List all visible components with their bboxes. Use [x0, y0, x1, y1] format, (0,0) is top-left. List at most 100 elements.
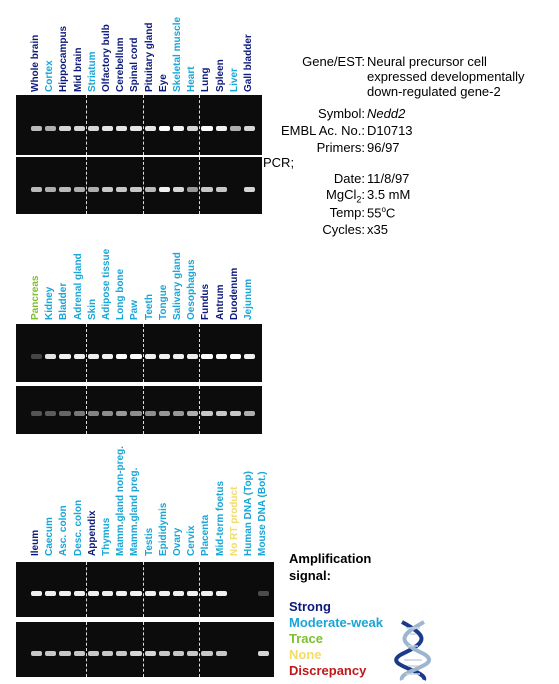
gel-band [102, 126, 114, 131]
lane-label: Heart [186, 66, 198, 92]
lane-label: Hippocampus [58, 25, 70, 92]
gel-band [215, 354, 227, 359]
lane-divider [142, 95, 144, 155]
gel-band [31, 126, 43, 131]
lane-labels: Whole brain Cortex Hippocampus Mid brain Str… [30, 8, 262, 92]
lane-label: Bladder [58, 282, 70, 320]
amplification-legend: Amplification signal: Strong Moderate-wea… [289, 550, 383, 679]
embl-label: EMBL Ac. No.: [280, 123, 365, 138]
tissue-panel-1: Whole brain Cortex Hippocampus Mid brain Str… [16, 8, 262, 238]
gel-band [215, 591, 227, 596]
gel-band [244, 187, 256, 192]
lane-divider [142, 562, 144, 617]
gel-band [31, 411, 43, 416]
lane-label: Desc. colon [72, 499, 84, 556]
gel-band [173, 187, 185, 192]
gel-band [229, 354, 241, 359]
gel-band [144, 411, 156, 416]
lane-divider [85, 386, 87, 434]
lane-label: Eye [157, 74, 169, 92]
lane-divider [85, 324, 87, 382]
lane-label: Adrenal gland [72, 253, 84, 320]
lane-label: Cervix [186, 525, 198, 556]
gel-band [73, 354, 85, 359]
gel-band [102, 411, 114, 416]
gel-band [31, 591, 43, 596]
lane-label: Tongue [157, 284, 169, 320]
gel-band [173, 651, 185, 656]
gel-band [158, 187, 170, 192]
gel-band [59, 591, 71, 596]
gel-band [73, 126, 85, 131]
gel-top [16, 95, 262, 155]
legend-item-moderate-weak: Moderate-weak [289, 615, 383, 630]
gel-bottom [16, 157, 262, 214]
gel-band [102, 651, 114, 656]
gel-band [102, 187, 114, 192]
gel-band [31, 651, 43, 656]
lane-label: Antrum [214, 284, 226, 320]
lane-label: Whole brain [30, 34, 41, 92]
gel-band [144, 126, 156, 131]
lane-label: Gall bladder [243, 34, 254, 92]
gel-band [144, 354, 156, 359]
gel-band [31, 354, 43, 359]
gel-band [158, 126, 170, 131]
pcr-label: PCR; [263, 155, 295, 170]
gel-band [87, 354, 99, 359]
gel-band [187, 187, 199, 192]
gel-top [16, 324, 262, 382]
gel-band [116, 354, 128, 359]
gel-band [45, 354, 57, 359]
lane-label: Spinal cord [129, 37, 141, 92]
symbol-value: Nedd2 [367, 106, 406, 121]
lane-divider [85, 562, 87, 617]
legend-item-strong: Strong [289, 599, 331, 614]
legend-item-discrepancy: Discrepancy [289, 663, 367, 678]
gene-value-line: down-regulated gene-2 [367, 84, 501, 99]
gel-band [229, 411, 241, 416]
gel-band [187, 591, 199, 596]
lane-label: Mid brain [72, 47, 84, 92]
legend-items: Strong Moderate-weak Trace None Discrepancy [289, 599, 383, 679]
tissue-panel-3: Ileum Caecum Asc. colon Desc. colon Appendix… [16, 446, 276, 682]
gel-band [116, 591, 128, 596]
gel-band [173, 126, 185, 131]
gel-band [87, 591, 99, 596]
lane-label: Cerebellum [115, 37, 127, 92]
gel-band [173, 354, 185, 359]
lane-label: Ileum [30, 529, 41, 556]
gel-band [116, 126, 128, 131]
lane-divider [142, 386, 144, 434]
gel-band [158, 354, 170, 359]
lane-divider [199, 562, 201, 617]
embl-value: D10713 [367, 123, 413, 138]
gel-band [173, 591, 185, 596]
lane-label: Jejunum [243, 278, 254, 320]
lane-label: Epididymis [157, 502, 169, 556]
lane-labels: Pancreas Kidney Bladder Adrenal gland Skin Ad… [30, 249, 262, 320]
gel-band [45, 411, 57, 416]
gel-band [187, 651, 199, 656]
gel-band [87, 651, 99, 656]
lane-divider [142, 157, 144, 214]
lane-divider [199, 324, 201, 382]
legend-title: Amplification [289, 551, 372, 566]
temp-label: Temp: [329, 205, 365, 220]
lane-label: Pancreas [30, 275, 41, 320]
gene-value-line: expressed developmentally [367, 69, 525, 84]
gel-band [144, 651, 156, 656]
lane-divider [199, 157, 201, 214]
lane-label: Testis [143, 527, 155, 556]
gel-band [258, 591, 270, 596]
lane-label: Thymus [101, 517, 112, 556]
lane-label: Striatum [86, 51, 98, 92]
gel-top [16, 562, 274, 617]
gel-band [130, 187, 142, 192]
gel-band [258, 651, 270, 656]
lane-label: Skin [86, 298, 98, 320]
gel-band [102, 354, 114, 359]
gel-band [59, 126, 71, 131]
lane-label: Human DNA (Top) [243, 471, 254, 556]
lane-label: Long bone [115, 268, 127, 320]
